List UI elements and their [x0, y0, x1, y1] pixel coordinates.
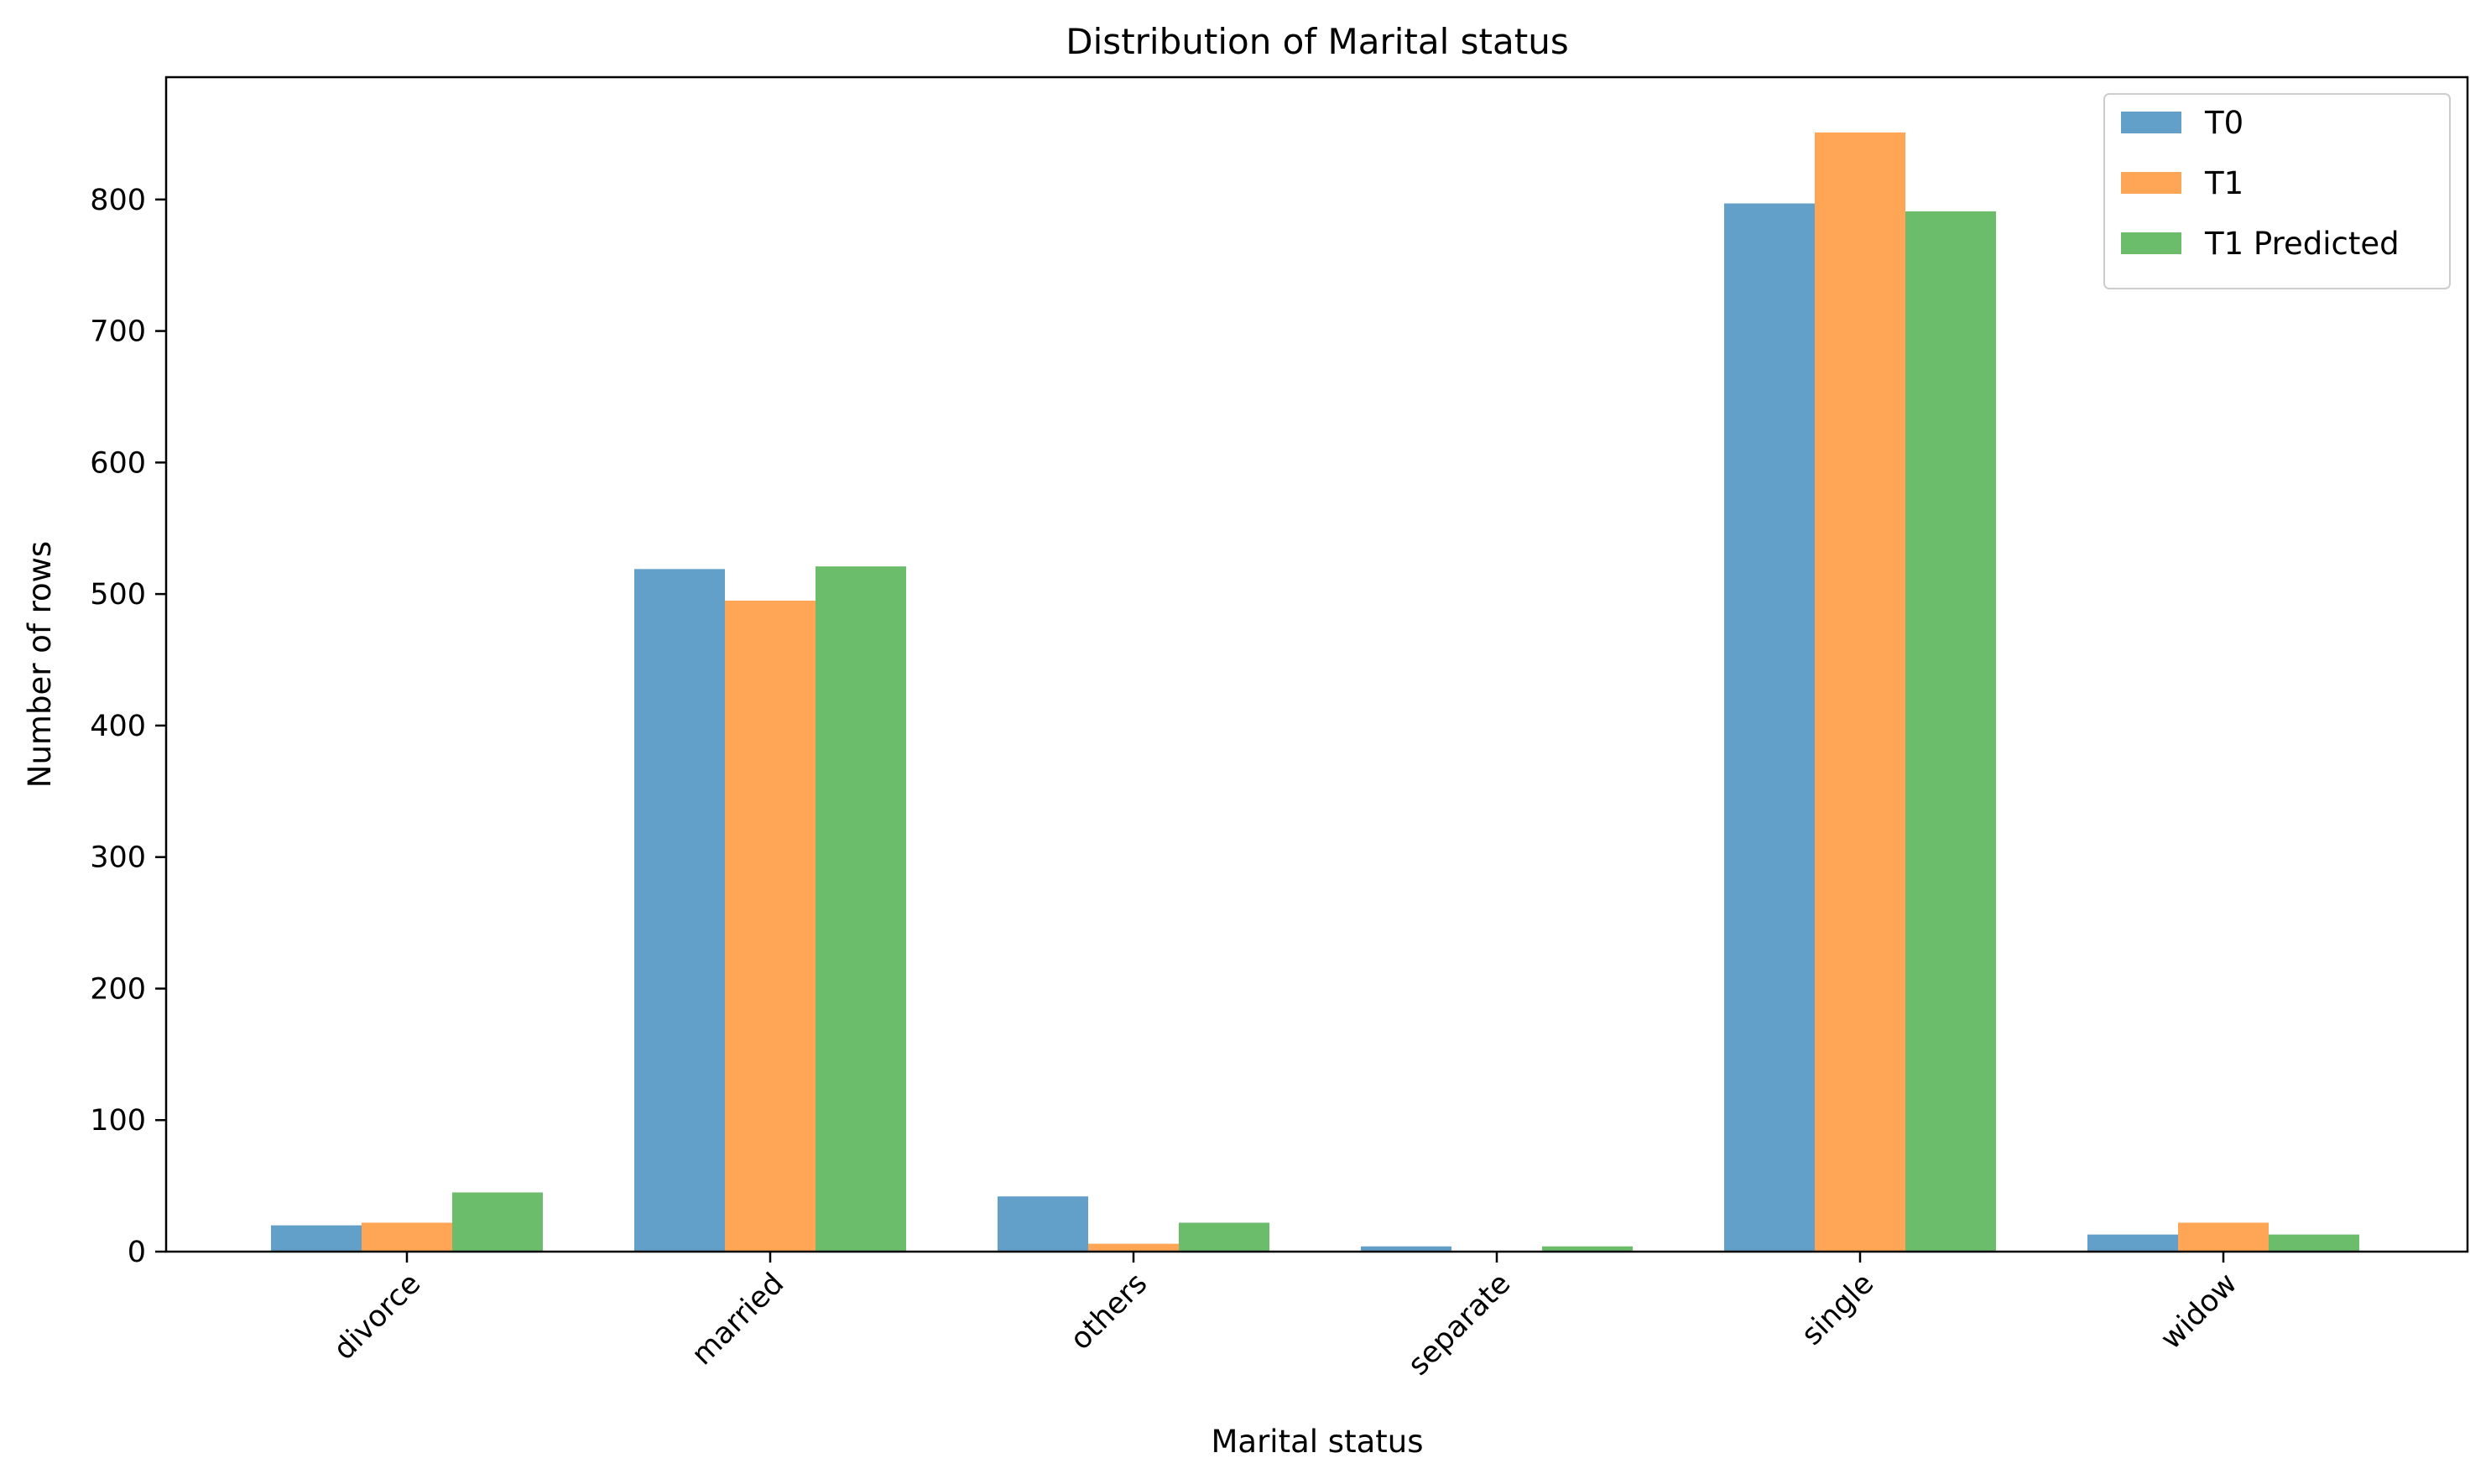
legend-swatch-t1 — [2121, 172, 2181, 194]
bar-t0-divorce — [271, 1225, 362, 1252]
x-axis-label: Marital status — [1211, 1424, 1423, 1460]
legend-box — [2103, 93, 2451, 289]
legend: T0 T1 T1 Predicted — [2103, 93, 2451, 289]
y-tick-label: 400 — [90, 710, 146, 743]
legend-swatch-t1-predicted — [2121, 232, 2181, 254]
legend-swatch-t0 — [2121, 112, 2181, 133]
y-tick-label: 200 — [90, 972, 146, 1006]
bar-t1-divorce — [362, 1222, 452, 1252]
y-tick-label: 800 — [90, 184, 146, 217]
y-tick-label: 700 — [90, 315, 146, 349]
legend-label-t1: T1 — [2204, 165, 2243, 201]
y-tick-label: 600 — [90, 446, 146, 480]
bar-t0-others — [998, 1196, 1088, 1252]
bar-t1-predicted-married — [816, 566, 906, 1252]
bars-group — [271, 132, 2359, 1252]
bar-t1-predicted-widow — [2269, 1234, 2359, 1252]
bar-t0-single — [1724, 203, 1815, 1252]
y-axis-label: Number of rows — [22, 541, 58, 788]
bar-t1-single — [1815, 132, 1905, 1252]
y-tick-label: 300 — [90, 841, 146, 875]
bar-t0-married — [634, 569, 725, 1252]
bar-t1-predicted-others — [1179, 1222, 1269, 1252]
bar-t1-predicted-single — [1905, 211, 1996, 1252]
bar-t1-married — [725, 600, 816, 1252]
y-tick-label: 100 — [90, 1104, 146, 1138]
bar-t1-predicted-separate — [1542, 1246, 1633, 1252]
legend-label-t1-predicted: T1 Predicted — [2204, 226, 2400, 262]
bar-t1-widow — [2178, 1222, 2269, 1252]
legend-label-t0: T0 — [2204, 105, 2243, 141]
y-tick-label: 500 — [90, 578, 146, 612]
y-axis: 0 100 200 300 400 500 600 700 800 — [90, 184, 166, 1269]
bar-t0-separate — [1361, 1246, 1451, 1252]
bar-t0-widow — [2087, 1234, 2178, 1252]
bar-t1-others — [1088, 1243, 1179, 1252]
bar-t1-predicted-divorce — [452, 1192, 543, 1252]
chart-title: Distribution of Marital status — [1066, 21, 1568, 62]
plot-frame — [164, 76, 2469, 1253]
y-tick-label: 0 — [128, 1236, 146, 1269]
